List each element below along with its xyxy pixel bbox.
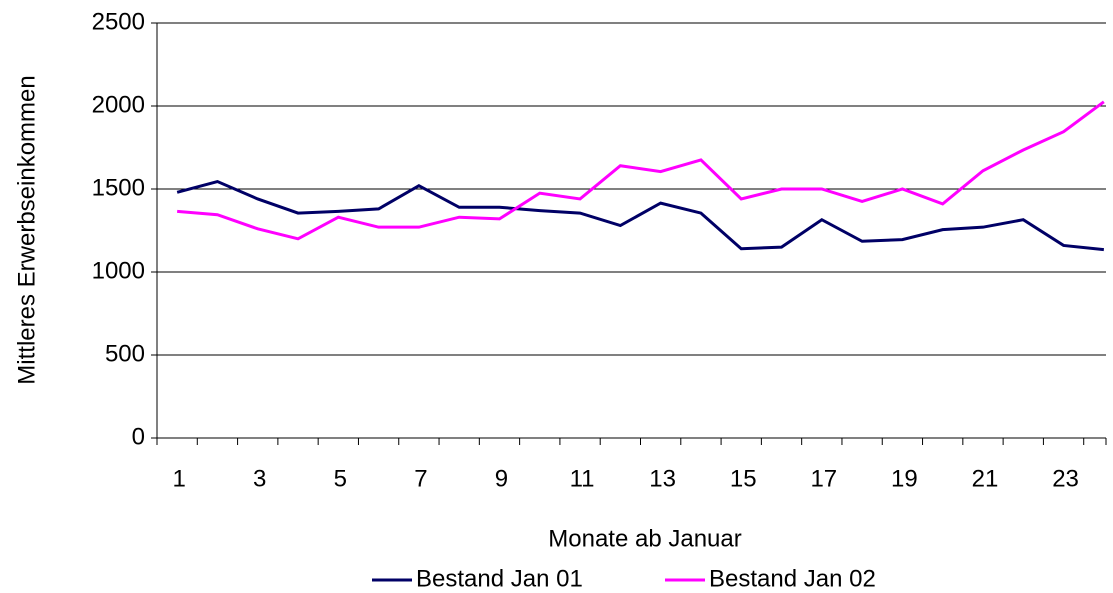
y-tick-label: 2000 xyxy=(92,91,145,118)
y-axis-label: Mittleres Erwerbseinkommen xyxy=(13,75,40,384)
x-tick-label: 7 xyxy=(414,465,427,492)
x-tick-label: 13 xyxy=(649,465,676,492)
x-tick-label: 1 xyxy=(172,465,185,492)
legend-label: Bestand Jan 01 xyxy=(416,565,583,592)
x-tick-label: 17 xyxy=(810,465,837,492)
x-tick-label: 11 xyxy=(570,465,595,492)
y-tick-label: 0 xyxy=(132,423,145,450)
x-tick-label: 23 xyxy=(1052,465,1079,492)
x-tick-label: 15 xyxy=(730,465,757,492)
y-tick-label: 2500 xyxy=(92,8,145,35)
x-tick-label: 3 xyxy=(253,465,266,492)
legend-label: Bestand Jan 02 xyxy=(709,565,876,592)
x-tick-label: 21 xyxy=(972,465,999,492)
line-series xyxy=(176,179,1105,252)
x-axis-label: Monate ab Januar xyxy=(548,525,741,552)
y-tick-label: 500 xyxy=(105,340,145,367)
x-tick-label: 9 xyxy=(495,465,508,492)
y-tick-label: 1000 xyxy=(92,257,145,284)
line-series xyxy=(177,100,1105,241)
x-tick-label: 5 xyxy=(334,465,347,492)
y-tick-label: 1500 xyxy=(92,174,145,201)
x-tick-label: 19 xyxy=(891,465,918,492)
